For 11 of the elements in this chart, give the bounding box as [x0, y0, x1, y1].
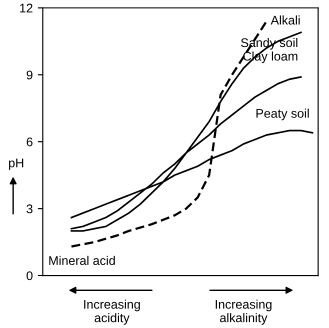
series-label: Peaty soil: [256, 108, 309, 120]
y-tick-label: 9: [26, 70, 32, 80]
text: Increasing acidity: [84, 300, 140, 325]
series-label: Alkali: [270, 15, 300, 25]
y-axis-title: pH: [9, 158, 24, 170]
text: Increasing alkalinity: [216, 300, 272, 325]
y-tick-label: 0: [26, 271, 33, 280]
y-tick-label: 3: [26, 204, 32, 214]
y-tick-label: 12: [20, 4, 32, 12]
y-tick-label: 6: [26, 137, 32, 146]
annotation: Mineral acid: [49, 256, 115, 266]
